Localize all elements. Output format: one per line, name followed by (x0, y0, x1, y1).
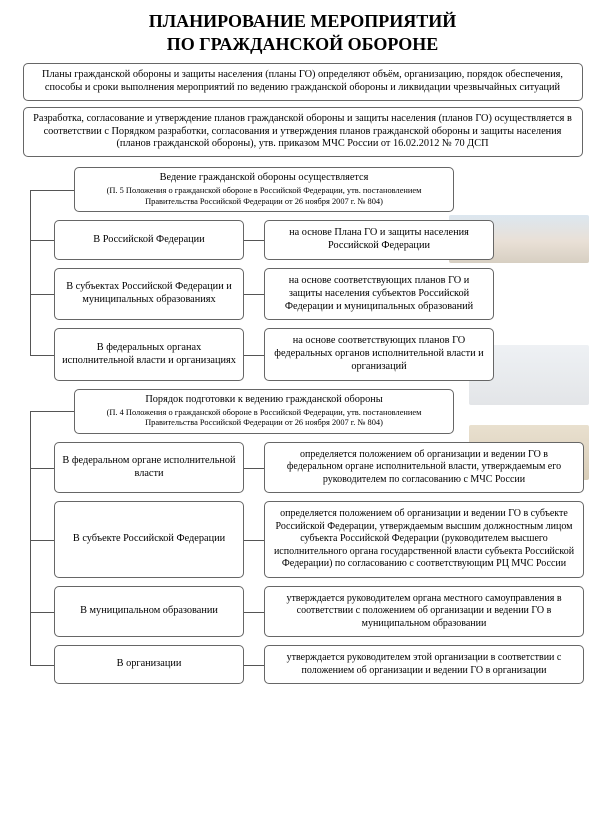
connector-horizontal (30, 665, 54, 666)
sectionA-row-right: на основе соответствующих планов ГО феде… (264, 328, 494, 381)
connector-horizontal (30, 468, 54, 469)
connector-horizontal (30, 294, 54, 295)
sectionA-row: В Российской Федерации на основе Плана ГО… (54, 220, 591, 260)
sectionA-row-left: В субъектах Российской Федерации и муниц… (54, 268, 244, 321)
page-title: ПЛАНИРОВАНИЕ МЕРОПРИЯТИЙ ПО ГРАЖДАНСКОЙ … (14, 10, 591, 55)
sectionB-row: В организации утверждается руководителем … (54, 645, 591, 684)
sectionB-row-left: В субъекте Российской Федерации (54, 501, 244, 578)
sectionB-row: В муниципальном образовании утверждается … (54, 586, 591, 638)
sectionB-row-left: В федеральном органе исполнительной влас… (54, 442, 244, 494)
sectionB-row-right: утверждается руководителем органа местно… (264, 586, 584, 638)
connector-horizontal (30, 540, 54, 541)
sectionB-row: В федеральном органе исполнительной влас… (54, 442, 591, 494)
sectionB-row-left: В муниципальном образовании (54, 586, 244, 638)
sectionB-row: В субъекте Российской Федерации определяе… (54, 501, 591, 578)
sectionA-head: Ведение гражданской обороны осуществляет… (74, 167, 454, 212)
title-line-1: ПЛАНИРОВАНИЕ МЕРОПРИЯТИЙ (14, 10, 591, 33)
sectionB-row-right: определяется положением об организации и… (264, 442, 584, 494)
sectionB-head-sub: (П. 4 Положения о гражданской обороне в … (83, 408, 445, 429)
connector-horizontal (30, 240, 54, 241)
sectionA-row-left: В Российской Федерации (54, 220, 244, 260)
sectionB-row-left: В организации (54, 645, 244, 684)
sectionA-row-left: В федеральных органах исполнительной вла… (54, 328, 244, 381)
connector-vertical (30, 411, 31, 664)
title-line-2: ПО ГРАЖДАНСКОЙ ОБОРОНЕ (14, 33, 591, 56)
sectionA-head-sub: (П. 5 Положения о гражданской обороне в … (83, 186, 445, 207)
connector-vertical (30, 190, 31, 355)
sectionB-row-right: утверждается руководителем этой организа… (264, 645, 584, 684)
intro-plans-definition: Планы гражданской обороны и защиты насел… (23, 63, 583, 101)
connector-horizontal (30, 190, 74, 191)
sectionB-row-right: определяется положением об организации и… (264, 501, 584, 578)
sectionA-row-right: на основе соответствующих планов ГО и за… (264, 268, 494, 321)
sectionA-head-title: Ведение гражданской обороны осуществляет… (83, 172, 445, 185)
connector-horizontal (30, 355, 54, 356)
sectionB-head-title: Порядок подготовки к ведению гражданской… (83, 394, 445, 407)
sectionB-head: Порядок подготовки к ведению гражданской… (74, 389, 454, 434)
sectionA-row: В субъектах Российской Федерации и муниц… (54, 268, 591, 321)
connector-horizontal (30, 411, 74, 412)
sectionA-row-right: на основе Плана ГО и защиты населения Ро… (264, 220, 494, 260)
sectionA-row: В федеральных органах исполнительной вла… (54, 328, 591, 381)
connector-horizontal (30, 612, 54, 613)
intro-approval-order: Разработка, согласование и утверждение п… (23, 107, 583, 158)
